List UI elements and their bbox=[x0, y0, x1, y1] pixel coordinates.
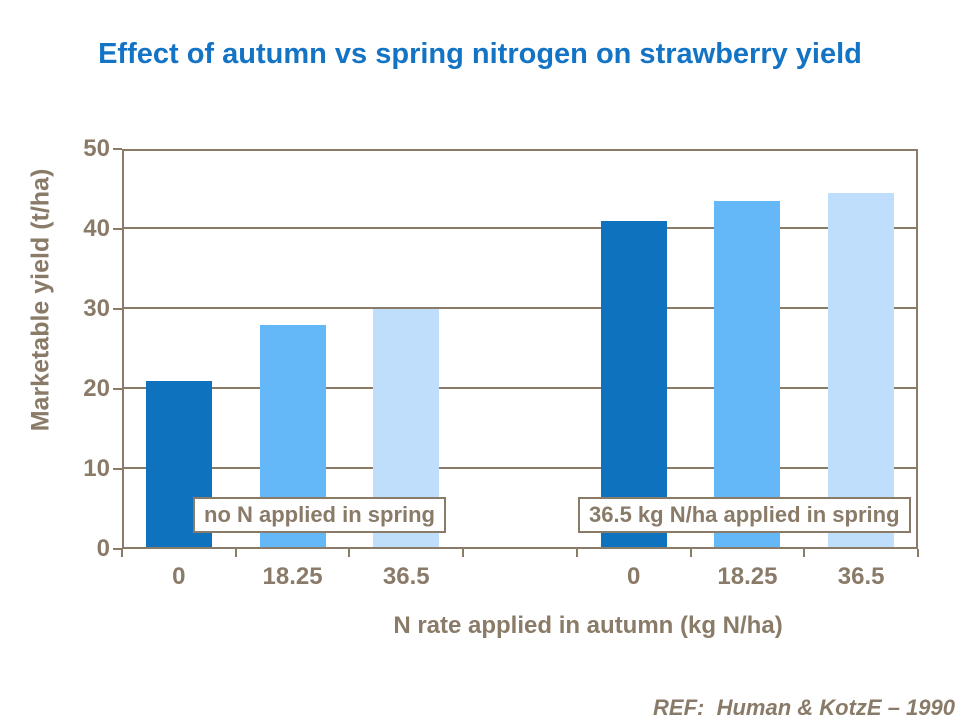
x-axis-tick bbox=[575, 549, 578, 557]
plot-area: no N applied in spring 36.5 kg N/ha appl… bbox=[122, 149, 918, 549]
gridline bbox=[124, 467, 916, 469]
bar bbox=[600, 221, 667, 547]
x-axis-tick-label: 18.25 bbox=[262, 563, 323, 590]
gridline bbox=[124, 227, 916, 229]
y-axis-tick-label: 50 bbox=[83, 135, 110, 162]
y-axis-tick bbox=[113, 468, 122, 470]
x-axis-tick bbox=[803, 549, 806, 557]
y-axis-tick bbox=[113, 148, 122, 150]
x-axis-tick bbox=[348, 549, 351, 557]
x-axis-tick bbox=[121, 549, 123, 557]
x-axis-title: N rate applied in autumn (kg N/ha) bbox=[393, 612, 783, 639]
reference-text: REF: Human & KotzE – 1990 bbox=[653, 695, 955, 720]
bar bbox=[714, 201, 781, 547]
chart-title: Effect of autumn vs spring nitrogen on s… bbox=[98, 38, 862, 70]
y-axis-tick bbox=[113, 548, 122, 550]
y-axis-tick-label: 20 bbox=[83, 375, 110, 402]
gridline bbox=[124, 387, 916, 389]
x-axis-tick-label: 36.5 bbox=[382, 563, 430, 590]
y-axis-tick bbox=[113, 228, 122, 230]
y-axis-tick-label: 30 bbox=[83, 295, 110, 322]
y-axis-tick bbox=[113, 388, 122, 390]
gridline bbox=[124, 307, 916, 309]
annotation-spring-n-applied: 36.5 kg N/ha applied in spring bbox=[578, 497, 911, 533]
x-axis-tick bbox=[462, 549, 465, 557]
y-axis-tick-label: 0 bbox=[96, 535, 110, 562]
y-axis-tick-label: 40 bbox=[83, 215, 110, 242]
y-axis-tick bbox=[113, 308, 122, 310]
x-axis-tick-label: 0 bbox=[172, 563, 186, 590]
x-axis-tick bbox=[234, 549, 237, 557]
bar bbox=[828, 193, 895, 547]
x-axis-tick-label: 36.5 bbox=[837, 563, 885, 590]
x-axis-tick bbox=[917, 549, 919, 557]
x-axis-tick-label: 18.25 bbox=[717, 563, 778, 590]
x-axis-tick bbox=[689, 549, 692, 557]
annotation-no-spring-n: no N applied in spring bbox=[193, 497, 446, 533]
x-axis-tick-label: 0 bbox=[627, 563, 641, 590]
y-axis-tick-label: 10 bbox=[83, 455, 110, 482]
